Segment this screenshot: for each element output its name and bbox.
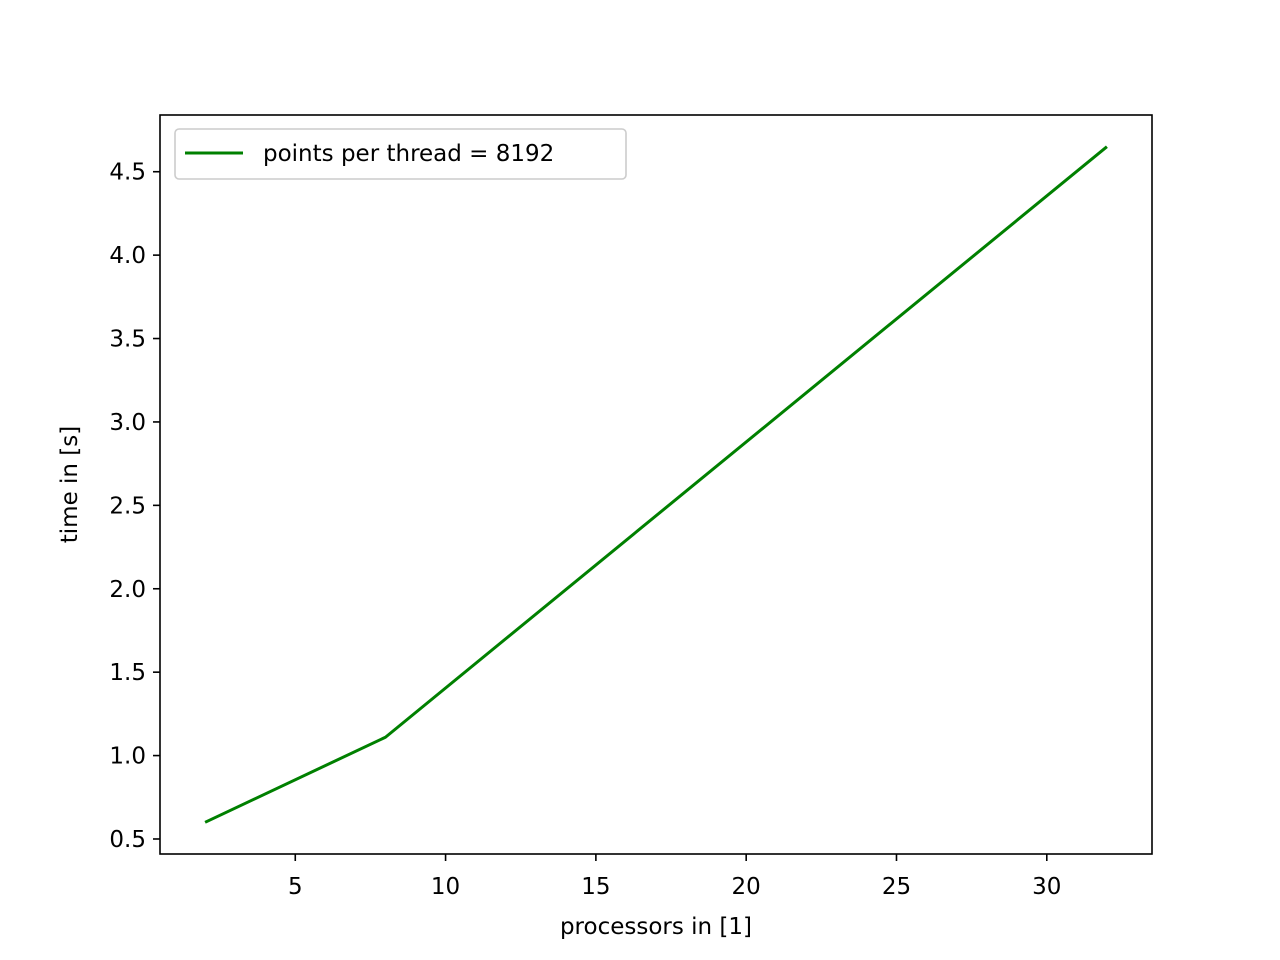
y-tick-label: 1.0 bbox=[109, 744, 146, 770]
legend-box bbox=[174, 128, 627, 180]
x-axis-label: processors in [1] bbox=[560, 914, 752, 940]
series-layer bbox=[204, 145, 1108, 824]
y-tick-label: 3.0 bbox=[109, 410, 146, 436]
y-tick-label: 3.5 bbox=[109, 327, 146, 353]
y-axis: 0.5 1.0 1.5 2.0 2.5 3.0 3.5 4.0 4.5 bbox=[109, 160, 160, 853]
y-tick-label: 4.0 bbox=[109, 243, 146, 269]
x-tick-label: 25 bbox=[882, 874, 911, 900]
legend: points per thread = 8192 bbox=[174, 128, 627, 180]
y-axis-label: time in [s] bbox=[57, 426, 83, 543]
x-axis: 5 10 15 20 25 30 bbox=[288, 854, 1061, 900]
series-line-0 bbox=[204, 145, 1108, 824]
x-tick-label: 5 bbox=[288, 874, 303, 900]
x-tick-label: 10 bbox=[431, 874, 460, 900]
y-tick-label: 4.5 bbox=[109, 160, 146, 186]
y-tick-label: 0.5 bbox=[109, 827, 146, 853]
y-tick-label: 2.5 bbox=[109, 493, 146, 519]
axes-frame bbox=[159, 114, 1153, 855]
x-tick-label: 30 bbox=[1032, 874, 1061, 900]
legend-label: points per thread = 8192 bbox=[263, 141, 554, 167]
y-tick-label: 1.5 bbox=[109, 660, 146, 686]
x-tick-label: 20 bbox=[732, 874, 761, 900]
x-tick-label: 15 bbox=[581, 874, 610, 900]
y-tick-label: 2.0 bbox=[109, 577, 146, 603]
